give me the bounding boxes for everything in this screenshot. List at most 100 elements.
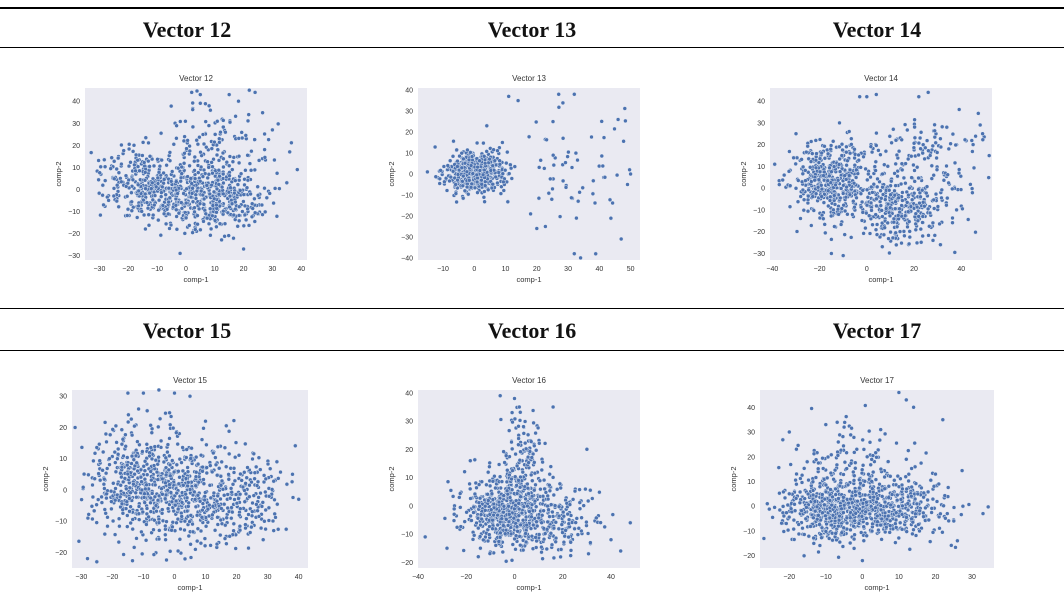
scatter-point — [174, 123, 179, 128]
scatter-point — [210, 203, 216, 208]
scatter-point — [901, 175, 907, 181]
scatter-point — [466, 191, 471, 197]
scatter-point — [119, 465, 125, 470]
scatter-point — [237, 524, 243, 529]
scatter-point — [442, 516, 448, 521]
scatter-point — [924, 190, 929, 196]
scatter-point — [121, 453, 126, 459]
scatter-point — [236, 177, 242, 183]
scatter-point — [906, 241, 912, 247]
scatter-point — [250, 456, 255, 462]
scatter-point — [136, 517, 142, 522]
scatter-point — [534, 448, 539, 453]
scatter-point — [198, 188, 204, 194]
scatter-point — [487, 464, 492, 469]
scatter-point — [906, 478, 911, 484]
scatter-point — [246, 223, 252, 228]
scatter-point — [907, 234, 912, 240]
scatter-point — [584, 519, 589, 525]
scatter-point — [266, 137, 271, 142]
scatter-point — [829, 237, 834, 242]
scatter-point — [193, 470, 199, 475]
scatter-point — [980, 131, 985, 136]
scatter-point — [144, 482, 149, 487]
y-tick-label: 20 — [59, 425, 67, 432]
scatter-point — [532, 498, 538, 504]
scatter-point — [200, 192, 206, 198]
scatter-point — [543, 224, 548, 229]
scatter-point — [240, 484, 246, 490]
scatter-point — [135, 164, 141, 169]
scatter-point — [509, 476, 514, 482]
scatter-point — [117, 494, 123, 500]
scatter-point — [166, 199, 171, 205]
scatter-point — [600, 163, 605, 169]
scatter-point — [572, 488, 578, 494]
scatter-point — [102, 157, 107, 163]
scatter-point — [132, 423, 137, 429]
scatter-point — [146, 158, 151, 164]
scatter-point — [791, 155, 796, 161]
scatter-point — [808, 524, 813, 529]
scatter-point — [125, 524, 130, 529]
scatter-point — [158, 194, 164, 199]
scatter-point — [574, 215, 579, 221]
scatter-point — [506, 504, 511, 509]
scatter-point — [233, 199, 238, 205]
scatter-point — [487, 532, 492, 537]
scatter-point — [821, 216, 826, 221]
scatter-point — [119, 142, 124, 148]
scatter-point — [114, 182, 120, 188]
scatter-point — [81, 471, 87, 477]
scatter-point — [496, 539, 501, 544]
scatter-point — [231, 235, 236, 241]
scatter-point — [182, 519, 188, 524]
scatter-point — [946, 180, 951, 186]
scatter-point — [147, 154, 153, 159]
scatter-point — [873, 227, 879, 232]
y-tick-label: 10 — [405, 151, 413, 158]
scatter-point — [504, 559, 509, 564]
scatter-point — [90, 482, 95, 488]
scatter-point — [148, 469, 153, 474]
scatter-point — [168, 103, 174, 109]
scatter-point — [535, 425, 541, 431]
scatter-point — [852, 162, 857, 168]
scatter-point — [813, 138, 818, 143]
scatter-point — [918, 146, 923, 151]
scatter-point — [221, 191, 226, 197]
x-tick-label: 10 — [202, 574, 210, 581]
scatter-point — [201, 202, 207, 207]
scatter-point — [920, 150, 925, 156]
scatter-point — [874, 130, 879, 136]
scatter-point — [482, 154, 487, 159]
scatter-point — [921, 200, 926, 205]
scatter-point — [577, 487, 582, 492]
scatter-point — [271, 200, 276, 206]
scatter-point — [201, 481, 207, 486]
scatter-point — [211, 189, 217, 195]
scatter-point — [461, 156, 466, 162]
scatter-point — [173, 498, 179, 504]
scatter-point — [472, 457, 477, 462]
scatter-point — [108, 166, 113, 171]
scatter-point — [105, 515, 110, 520]
scatter-point — [258, 467, 263, 472]
scatter-point — [256, 455, 262, 460]
scatter-point — [209, 146, 215, 151]
scatter-point — [515, 518, 521, 523]
scatter-point — [129, 432, 135, 438]
scatter-point — [882, 225, 887, 230]
scatter-point — [218, 496, 223, 502]
scatter-point — [935, 150, 940, 155]
scatter-point — [915, 218, 921, 224]
scatter-point — [125, 513, 130, 518]
scatter-point — [907, 229, 912, 234]
scatter-point — [545, 519, 550, 525]
scatter-point — [548, 531, 554, 536]
scatter-point — [475, 190, 480, 195]
scatter-point — [787, 204, 793, 209]
scatter-point — [201, 219, 206, 224]
scatter-point — [102, 531, 108, 537]
scatter-point — [125, 390, 131, 396]
